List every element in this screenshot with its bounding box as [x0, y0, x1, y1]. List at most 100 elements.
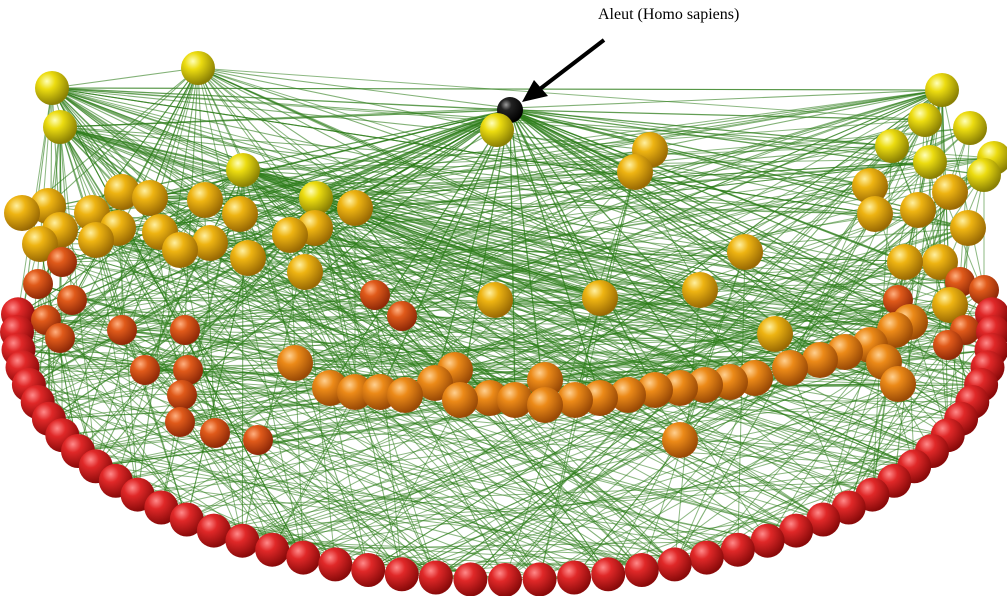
edge [314, 227, 915, 467]
edge [37, 119, 926, 403]
edge [241, 169, 244, 541]
redorange-node [165, 407, 195, 437]
red-node [624, 553, 659, 587]
edge [819, 119, 926, 361]
yellow-node [913, 145, 947, 179]
yellow-node [875, 129, 909, 163]
edge [197, 67, 681, 389]
red-node [522, 562, 557, 596]
yellow-node [908, 103, 942, 137]
amber-node [187, 182, 223, 218]
edge [641, 418, 962, 571]
yellow-node [967, 158, 1001, 192]
red-node [779, 513, 814, 548]
edge [51, 87, 511, 111]
edge [95, 239, 139, 495]
edge [181, 394, 304, 558]
edge [213, 480, 895, 532]
amber-node [932, 287, 968, 323]
edge [91, 212, 336, 565]
edge [494, 89, 943, 301]
orange-node [772, 350, 808, 386]
edge [144, 369, 546, 381]
annotation-arrow [522, 38, 606, 102]
edge [77, 450, 738, 551]
edge [379, 391, 609, 575]
edge [679, 439, 933, 452]
red-node [806, 502, 841, 537]
edge [186, 257, 249, 520]
redorange-node [130, 355, 160, 385]
orange-node [557, 382, 593, 418]
red-node [255, 532, 290, 567]
edge [197, 67, 304, 558]
edge [18, 349, 982, 386]
edge [509, 109, 926, 121]
amber-node [287, 254, 323, 290]
redorange-node [47, 247, 77, 277]
edge [179, 421, 768, 542]
redorange-node [200, 418, 230, 448]
redorange-node [45, 323, 75, 353]
edge [144, 161, 931, 371]
edge [729, 381, 895, 482]
edge [329, 289, 701, 389]
red-node [557, 560, 592, 595]
redorange-node [107, 315, 137, 345]
amber-node [104, 174, 140, 210]
edge [37, 401, 642, 571]
edge [289, 234, 961, 283]
edge [494, 281, 961, 301]
edge [607, 384, 706, 575]
red-node [591, 557, 626, 592]
edge [17, 299, 899, 315]
red-node [144, 490, 179, 525]
edge [47, 67, 199, 207]
edge [121, 191, 491, 399]
edge [149, 127, 971, 199]
red-node [689, 540, 724, 575]
edge [789, 185, 871, 369]
edge [959, 127, 971, 283]
edge [509, 109, 871, 187]
edge [117, 157, 995, 229]
amber-node [132, 180, 168, 216]
edge [59, 126, 244, 171]
edge [197, 67, 933, 452]
edge [45, 319, 304, 559]
edge [607, 289, 985, 575]
arrow-head [522, 80, 548, 102]
amber-node [682, 272, 718, 308]
edge [18, 349, 471, 580]
edge [179, 421, 915, 467]
edge [28, 384, 273, 551]
edge [374, 157, 995, 296]
edge [45, 319, 756, 379]
red-node [225, 523, 260, 558]
amber-node [192, 225, 228, 261]
red-node [453, 562, 488, 596]
orange-node [442, 382, 478, 418]
edge [184, 89, 943, 331]
amber-node [922, 244, 958, 280]
yellow-node [925, 73, 959, 107]
amber-node [932, 174, 968, 210]
edge [179, 149, 651, 251]
edge [315, 197, 966, 331]
orange-node [637, 372, 673, 408]
edge [51, 87, 893, 147]
edge [204, 199, 895, 482]
edge [51, 67, 199, 89]
orange-node [527, 362, 563, 398]
edge [314, 227, 776, 335]
edge [186, 89, 943, 520]
amber-node [222, 196, 258, 232]
edge [434, 289, 701, 384]
node-layer [0, 51, 1007, 596]
edge [315, 197, 962, 420]
edge [289, 234, 546, 406]
edge [91, 89, 943, 214]
amber-node [727, 234, 763, 270]
edge [161, 480, 895, 508]
amber-node [272, 217, 308, 253]
